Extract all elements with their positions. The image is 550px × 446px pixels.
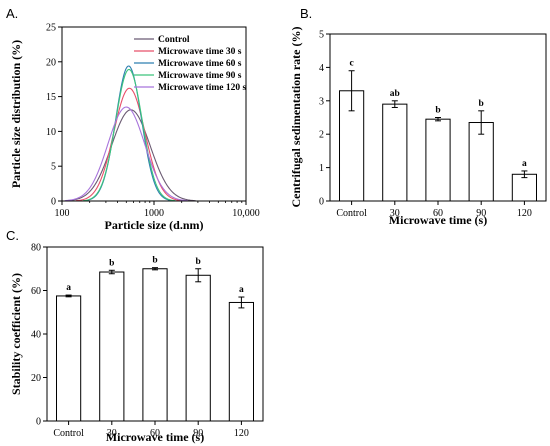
a-ytick-label-2: 10	[46, 127, 56, 138]
c-ytick-label-4: 80	[31, 243, 41, 254]
chart-a-xlabel: Particle size (d.nm)	[105, 218, 204, 232]
b-bar-1	[382, 103, 408, 202]
c-xtick-label-2: 60	[150, 428, 160, 439]
series-line-4	[62, 106, 246, 202]
b-significance-4: a	[522, 159, 527, 169]
a-ytick-label-0: 0	[51, 197, 56, 208]
c-ytick-label-3: 60	[31, 286, 41, 297]
chart-b: c ab b b a Control 30 60 90 120 0 1 2 3 4 5 Microwave …	[289, 27, 547, 227]
legend-entry-1: Microwave time 30 s	[158, 47, 242, 57]
b-significance-3: b	[479, 99, 484, 109]
a-xtick-label-0: 100	[55, 208, 70, 219]
b-significance-1: ab	[390, 89, 400, 99]
chart-c-ylabel: Stability coefficient (%)	[9, 273, 23, 395]
b-ytick-label-5: 5	[319, 30, 324, 41]
b-ytick-label-0: 0	[319, 197, 324, 208]
b-xtick-label-4: 120	[517, 208, 532, 219]
legend-entry-0: Control	[158, 35, 190, 45]
legend-entry-2: Microwave time 60 s	[158, 59, 242, 69]
b-bar-4	[511, 173, 537, 202]
c-significance-2: b	[152, 256, 157, 266]
b-xtick-label-0: Control	[336, 208, 367, 219]
b-ytick-label-1: 1	[319, 163, 324, 174]
b-ytick-label-2: 2	[319, 130, 324, 141]
c-ytick-label-1: 20	[31, 373, 41, 384]
chart-a: 0 5 10 15 20 25 100 1000 10,000 Control Microwave…	[9, 23, 260, 233]
legend-entry-4: Microwave time 120 s	[158, 83, 247, 93]
b-bar-2	[425, 118, 451, 202]
chart-b-xlabel: Microwave time (s)	[389, 213, 487, 227]
c-xtick-label-4: 120	[234, 428, 249, 439]
chart-a-ylabel: Particle size distribution (%)	[9, 40, 23, 188]
chart-c: a b b b a Control 30 60 90 120 0 20 40 60 80 Microwav…	[9, 243, 264, 444]
b-significance-0: c	[349, 59, 353, 69]
a-xtick-label-1: 1000	[144, 208, 164, 219]
panel-label-b: B.	[300, 6, 312, 21]
chart-c-xlabel: Microwave time (s)	[106, 430, 204, 444]
c-significance-3: b	[196, 257, 201, 267]
c-ytick-label-2: 40	[31, 330, 41, 341]
a-ytick-label-5: 25	[46, 23, 56, 34]
b-ytick-label-3: 3	[319, 96, 324, 107]
chart-b-ylabel: Centrifugal sedimentation rate (%)	[289, 27, 303, 208]
c-xtick-label-3: 90	[193, 428, 203, 439]
b-xtick-label-1: 30	[390, 208, 400, 219]
b-xtick-label-2: 60	[433, 208, 443, 219]
panel-label-a: A.	[6, 6, 18, 21]
legend-entry-3: Microwave time 90 s	[158, 71, 242, 81]
chart-a-legend: Control Microwave time 30 s Microwave time…	[134, 35, 247, 93]
c-bar-1	[99, 271, 125, 422]
series-line-1	[62, 87, 246, 202]
c-significance-0: a	[66, 283, 71, 293]
c-bar-3	[185, 274, 211, 422]
a-ytick-label-1: 5	[51, 162, 56, 173]
c-ytick-label-0: 0	[36, 417, 41, 428]
a-ytick-label-4: 20	[46, 57, 56, 68]
b-xtick-label-3: 90	[476, 208, 486, 219]
a-ytick-label-3: 15	[46, 92, 56, 103]
c-bar-0	[56, 295, 82, 422]
c-significance-4: a	[239, 285, 244, 295]
b-ytick-label-4: 4	[319, 63, 324, 74]
panel-label-c: C.	[6, 228, 19, 243]
b-significance-2: b	[435, 106, 440, 116]
c-significance-1: b	[109, 258, 114, 268]
a-xtick-label-2: 10,000	[232, 208, 260, 219]
c-bar-2	[142, 268, 168, 422]
c-xtick-label-1: 30	[107, 428, 117, 439]
c-xtick-label-0: Control	[53, 428, 84, 439]
c-bar-4	[228, 301, 254, 422]
